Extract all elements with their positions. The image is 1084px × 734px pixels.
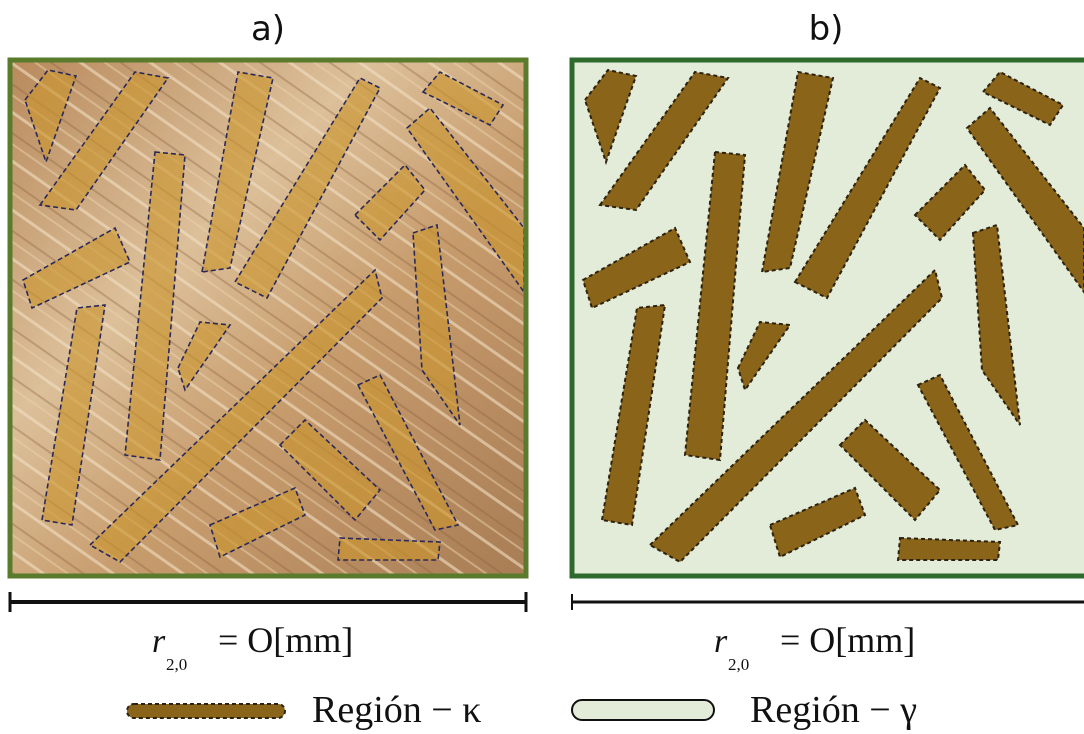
scale-symbol: r (714, 623, 728, 660)
legend: Región − κ Región − γ (127, 689, 917, 731)
legend-label: Región − γ (750, 689, 917, 731)
panel-b: b) r 2,0 = O[mm] (572, 9, 1084, 674)
page: {"panels": [ {"label": "a)", "scale": {"… (0, 0, 1084, 734)
scale-subscript: 2,0 (166, 655, 187, 674)
figure: a) r 2,0 = O[mm] b) r 2,0 = O[mm] Región… (0, 0, 1084, 734)
scale-subscript: 2,0 (728, 655, 749, 674)
scale-equation: = O[mm] (780, 620, 915, 660)
legend-label: Región − κ (312, 689, 481, 731)
panel-label: b) (809, 9, 844, 49)
panel-label: a) (251, 9, 285, 49)
scale-equation: = O[mm] (218, 620, 353, 660)
legend-swatch (572, 700, 714, 720)
legend-swatch (127, 704, 285, 718)
panel-a: a) r 2,0 = O[mm] (10, 9, 526, 674)
scale-symbol: r (152, 623, 166, 660)
